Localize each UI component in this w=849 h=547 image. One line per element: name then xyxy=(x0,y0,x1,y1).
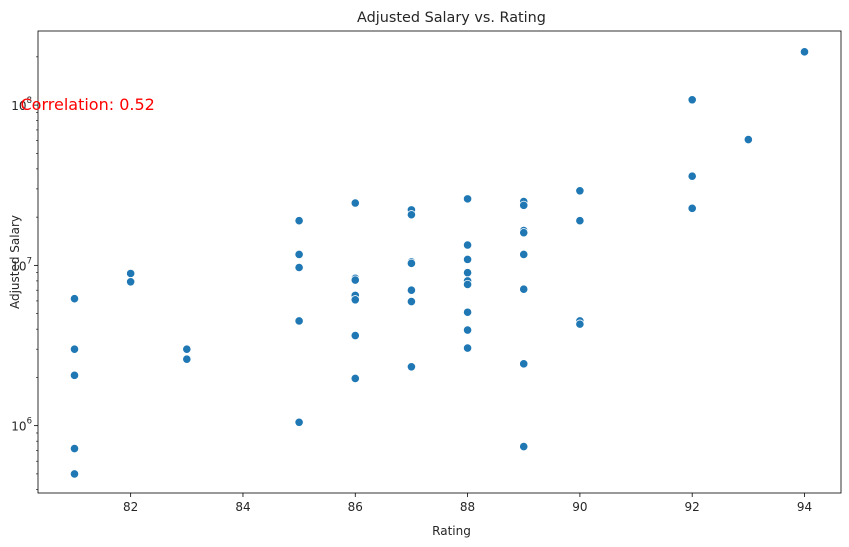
y-tick-label: 106 xyxy=(11,417,32,434)
x-tick-label: 82 xyxy=(123,500,138,514)
data-point xyxy=(126,277,136,287)
x-axis-label: Rating xyxy=(432,524,471,538)
data-point xyxy=(687,203,697,213)
data-point xyxy=(799,47,810,57)
data-point xyxy=(350,373,360,384)
data-point xyxy=(350,275,360,285)
data-point xyxy=(294,417,304,427)
data-point xyxy=(462,279,473,290)
data-point xyxy=(406,296,417,307)
y-axis-label: Adjusted Salary xyxy=(8,215,22,309)
data-point xyxy=(69,443,80,454)
data-point xyxy=(575,216,585,226)
data-point xyxy=(406,362,417,372)
data-point xyxy=(350,295,360,305)
data-point xyxy=(69,469,80,479)
y-tick-label: 108 xyxy=(11,96,32,113)
x-tick-label: 84 xyxy=(235,500,250,514)
data-point xyxy=(575,186,585,196)
data-point xyxy=(462,343,473,353)
data-point xyxy=(350,330,360,341)
data-point xyxy=(519,442,529,452)
data-point xyxy=(519,200,529,210)
data-point xyxy=(462,240,473,250)
y-axis: 106 107 108 xyxy=(11,56,38,490)
data-point xyxy=(182,354,192,364)
data-point xyxy=(687,95,697,105)
correlation-annotation: Correlation: 0.52 xyxy=(21,95,155,114)
chart-title: Adjusted Salary vs. Rating xyxy=(357,10,546,26)
data-point xyxy=(294,316,304,326)
data-point xyxy=(406,258,417,268)
x-tick-label: 92 xyxy=(685,500,700,514)
data-point xyxy=(294,249,304,260)
data-points xyxy=(69,47,810,479)
data-point xyxy=(575,319,585,329)
data-point xyxy=(462,254,473,264)
data-point xyxy=(69,370,80,380)
data-point xyxy=(126,268,136,279)
plot-area-frame xyxy=(37,30,842,494)
data-point xyxy=(350,198,360,208)
data-point xyxy=(743,134,753,145)
data-point xyxy=(406,285,417,295)
data-point xyxy=(294,216,304,226)
data-point xyxy=(519,249,529,260)
data-point xyxy=(294,262,304,273)
data-point xyxy=(462,268,473,278)
data-point xyxy=(462,307,473,317)
data-point xyxy=(462,325,473,335)
data-point xyxy=(69,294,80,304)
x-tick-label: 88 xyxy=(460,500,475,514)
x-axis: 82 84 86 88 90 92 94 xyxy=(123,493,812,514)
data-point xyxy=(687,171,697,181)
data-point xyxy=(519,228,529,238)
x-tick-label: 94 xyxy=(797,500,812,514)
x-tick-label: 86 xyxy=(348,500,363,514)
data-point xyxy=(406,210,417,220)
y-tick-label: 107 xyxy=(11,256,32,273)
data-point xyxy=(69,344,80,354)
data-point xyxy=(462,194,473,204)
data-point xyxy=(182,344,192,354)
data-point xyxy=(519,284,529,294)
x-tick-label: 90 xyxy=(572,500,587,514)
data-point xyxy=(519,359,529,369)
